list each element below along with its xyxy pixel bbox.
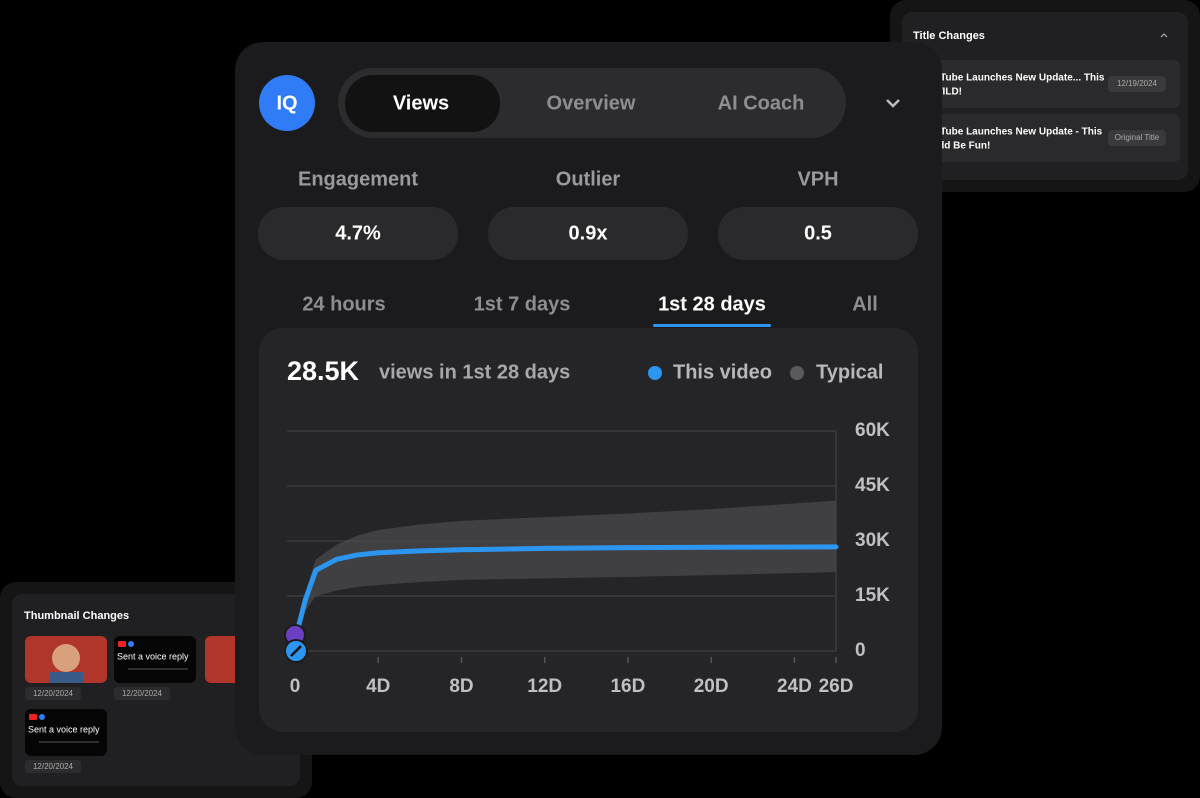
y-tick-label: 45K [855, 475, 890, 496]
metric-value: 4.7% [335, 222, 381, 244]
thumbnail-face [52, 644, 80, 672]
y-tick-label: 60K [855, 420, 890, 441]
logo-text: IQ [276, 92, 297, 114]
period-tab[interactable]: All [852, 293, 878, 315]
x-tick-label: 0 [290, 676, 301, 697]
title-row [910, 60, 1180, 108]
x-tick-label: 16D [610, 676, 645, 697]
metric-value: 0.5 [804, 222, 832, 244]
series-line [292, 544, 839, 643]
logo [259, 75, 315, 131]
thumb-date: 12/20/2024 [33, 689, 74, 698]
thumbnail-caption: Sent a voice reply [117, 651, 189, 661]
x-tick-label: 24D [777, 676, 812, 697]
title-text: Could Be Fun! [922, 141, 990, 152]
event-icon [290, 645, 302, 657]
metric-pill [258, 207, 458, 260]
title-changes-title: Title Changes [913, 30, 985, 42]
x-tick-label: 20D [694, 676, 729, 697]
period-tab[interactable]: 1st 7 days [474, 293, 571, 315]
thumb-date-bg [25, 687, 81, 700]
title-tag: Original Title [1115, 133, 1160, 142]
thumbnail-shirt [49, 672, 83, 683]
title-text: YouTube Launches New Update... This [922, 73, 1105, 84]
title-tag-bg [1108, 76, 1166, 92]
x-tick-label: 8D [449, 676, 473, 697]
legend-dot [790, 366, 804, 380]
legend-dot [648, 366, 662, 380]
thumb-date: 12/20/2024 [33, 762, 74, 771]
x-tick-label: 26D [819, 676, 854, 697]
thumb-date: 12/20/2024 [122, 689, 163, 698]
title-row [910, 114, 1180, 162]
nav-tab[interactable]: Overview [547, 92, 636, 114]
thumb-title: Thumbnail Changes [24, 610, 129, 622]
collapse-caret[interactable] [1160, 33, 1168, 38]
metric-label: Engagement [298, 168, 418, 190]
y-tick-label: 0 [855, 640, 866, 661]
period-tab[interactable]: 24 hours [302, 293, 385, 315]
metric-pill [488, 207, 688, 260]
metric-value: 0.9x [569, 222, 608, 244]
typical-band [295, 500, 836, 644]
metric-label: VPH [797, 168, 838, 190]
dropdown-chevron[interactable] [886, 99, 900, 108]
thumbnail-badge [39, 714, 45, 720]
thumbnail-badge [118, 641, 126, 647]
thumbnail-badge [128, 641, 134, 647]
thumbnail-image [114, 636, 196, 683]
chart-headline: 28.5K [287, 356, 360, 386]
period-underline [653, 324, 771, 327]
x-tick-label: 12D [527, 676, 562, 697]
title-tag: 12/19/2024 [1117, 79, 1158, 88]
thumbnail-badge [29, 714, 37, 720]
period-tab[interactable]: 1st 28 days [658, 293, 766, 315]
x-tick-label: 4D [366, 676, 390, 697]
legend-label: This video [673, 361, 772, 383]
y-tick-label: 15K [855, 585, 890, 606]
metric-pill [718, 207, 918, 260]
thumb-date-bg [25, 760, 81, 773]
thumbnail-image [25, 709, 107, 756]
nav-tab[interactable]: Views [393, 92, 449, 114]
title-tag-bg [1108, 130, 1166, 146]
nav-tab[interactable]: AI Coach [718, 92, 805, 114]
tab-active-bg [345, 75, 500, 132]
metric-label: Outlier [556, 168, 621, 190]
chart-subtitle: views in 1st 28 days [379, 361, 570, 383]
thumbnail-caption: Sent a voice reply [28, 724, 100, 734]
title-text: YouTube Launches New Update - This [922, 127, 1103, 138]
y-tick-label: 30K [855, 530, 890, 551]
legend-label: Typical [816, 361, 883, 383]
thumb-date-bg [114, 687, 170, 700]
